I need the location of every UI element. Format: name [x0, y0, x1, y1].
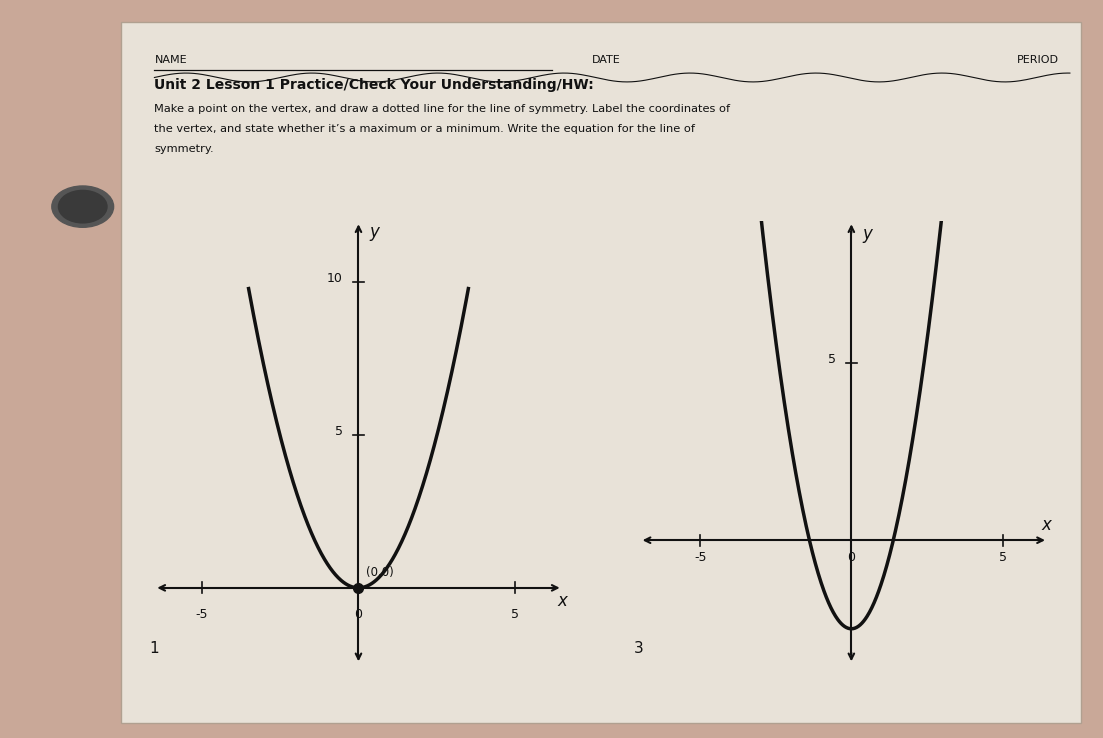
Text: DATE: DATE: [592, 55, 621, 65]
Text: y: y: [370, 223, 379, 241]
Text: -5: -5: [694, 551, 706, 565]
Text: 5: 5: [512, 608, 520, 621]
Circle shape: [52, 186, 114, 227]
Text: x: x: [1042, 516, 1051, 534]
Text: 5: 5: [828, 353, 836, 366]
Text: 3: 3: [634, 641, 644, 656]
Text: 10: 10: [326, 272, 343, 286]
Circle shape: [58, 190, 107, 223]
Text: y: y: [861, 225, 871, 243]
Text: -5: -5: [195, 608, 207, 621]
Text: x: x: [558, 592, 568, 610]
Text: PERIOD: PERIOD: [1017, 55, 1059, 65]
Text: NAME: NAME: [154, 55, 188, 65]
FancyBboxPatch shape: [121, 22, 1081, 723]
Text: Unit 2 Lesson 1 Practice/Check Your Understanding/HW:: Unit 2 Lesson 1 Practice/Check Your Unde…: [154, 78, 595, 92]
Text: 0: 0: [847, 551, 855, 565]
Text: 5: 5: [335, 425, 343, 438]
Text: symmetry.: symmetry.: [154, 144, 214, 154]
Text: Make a point on the vertex, and draw a dotted line for the line of symmetry. Lab: Make a point on the vertex, and draw a d…: [154, 104, 730, 114]
Text: 0: 0: [354, 608, 363, 621]
Text: the vertex, and state whether it’s a maximum or a minimum. Write the equation fo: the vertex, and state whether it’s a max…: [154, 124, 695, 134]
Text: 1: 1: [149, 641, 159, 656]
Text: 5: 5: [998, 551, 1007, 565]
Text: (0,0): (0,0): [366, 565, 394, 579]
